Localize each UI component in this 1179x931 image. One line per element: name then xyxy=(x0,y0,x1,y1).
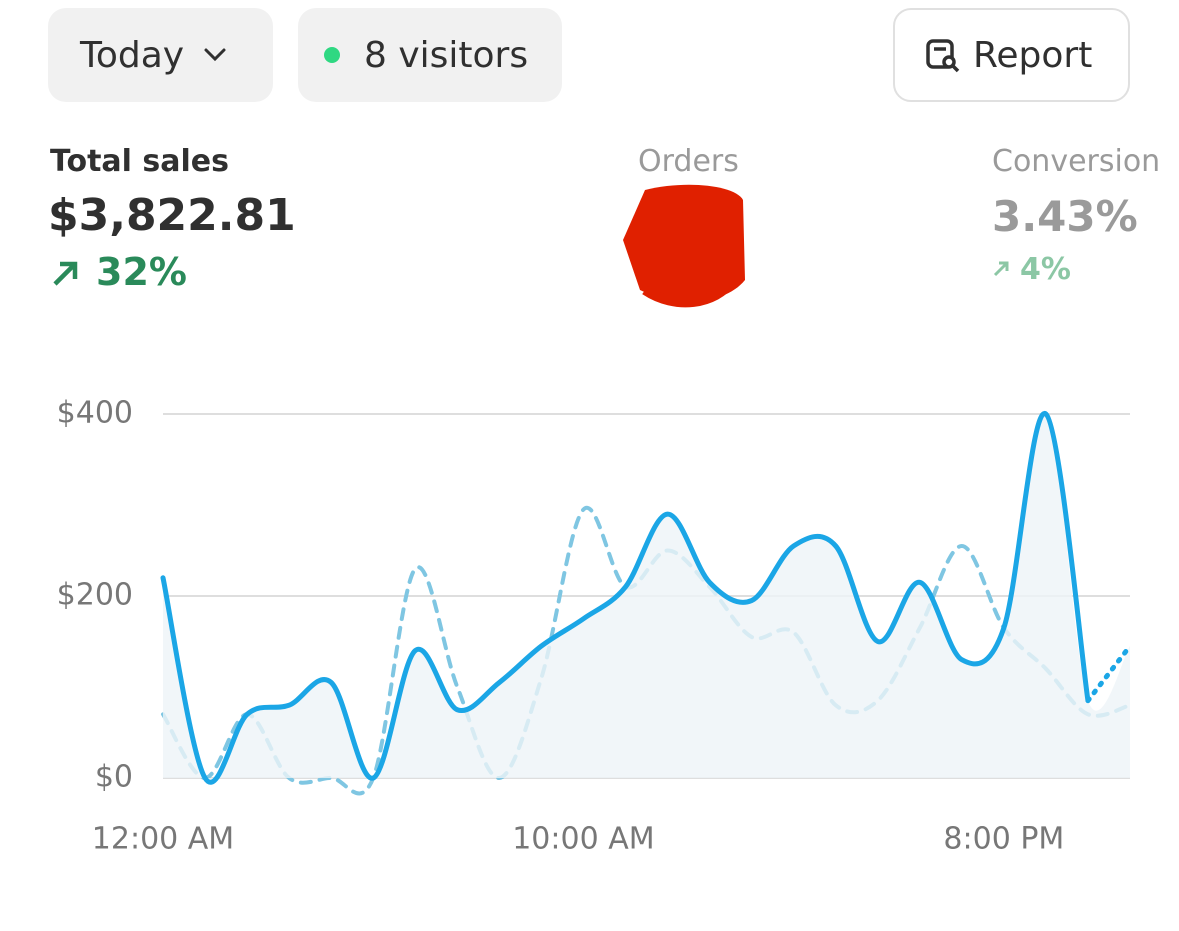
visitors-badge[interactable]: 8 visitors xyxy=(298,8,562,102)
chevron-icon xyxy=(204,48,226,62)
visitors-label: 8 visitors xyxy=(364,34,529,76)
metric-value: 3.43% xyxy=(992,192,1138,241)
period-label: Today xyxy=(80,34,185,76)
area-fill xyxy=(163,413,1130,783)
projected-segment xyxy=(1085,643,1133,704)
metric-change: 32% xyxy=(96,250,187,294)
redaction-scribble xyxy=(623,184,745,308)
metric-change: 4% xyxy=(1020,252,1071,287)
sales-line xyxy=(160,411,1091,785)
up-arrow-icon xyxy=(53,261,78,286)
y-tick-label: $0 xyxy=(95,760,133,795)
report-label: Report xyxy=(973,34,1093,76)
live-dot xyxy=(324,47,340,63)
report-icon xyxy=(926,39,960,73)
report-button[interactable]: Report xyxy=(893,8,1130,102)
y-tick-label: $400 xyxy=(57,396,133,431)
metric-label[interactable]: Orders xyxy=(638,144,739,179)
x-tick-label: 12:00 AM xyxy=(92,822,234,857)
metric-value: $3,822.81 xyxy=(48,190,296,241)
metric-label[interactable]: Conversion xyxy=(992,144,1161,179)
period-selector[interactable]: Today xyxy=(48,8,273,102)
x-tick-label: 8:00 PM xyxy=(943,822,1064,857)
y-tick-label: $200 xyxy=(57,578,133,613)
previous-period-line xyxy=(161,505,1132,796)
up-arrow-icon xyxy=(993,261,1009,277)
metric-label[interactable]: Total sales xyxy=(50,144,229,179)
x-tick-label: 10:00 AM xyxy=(512,822,654,857)
